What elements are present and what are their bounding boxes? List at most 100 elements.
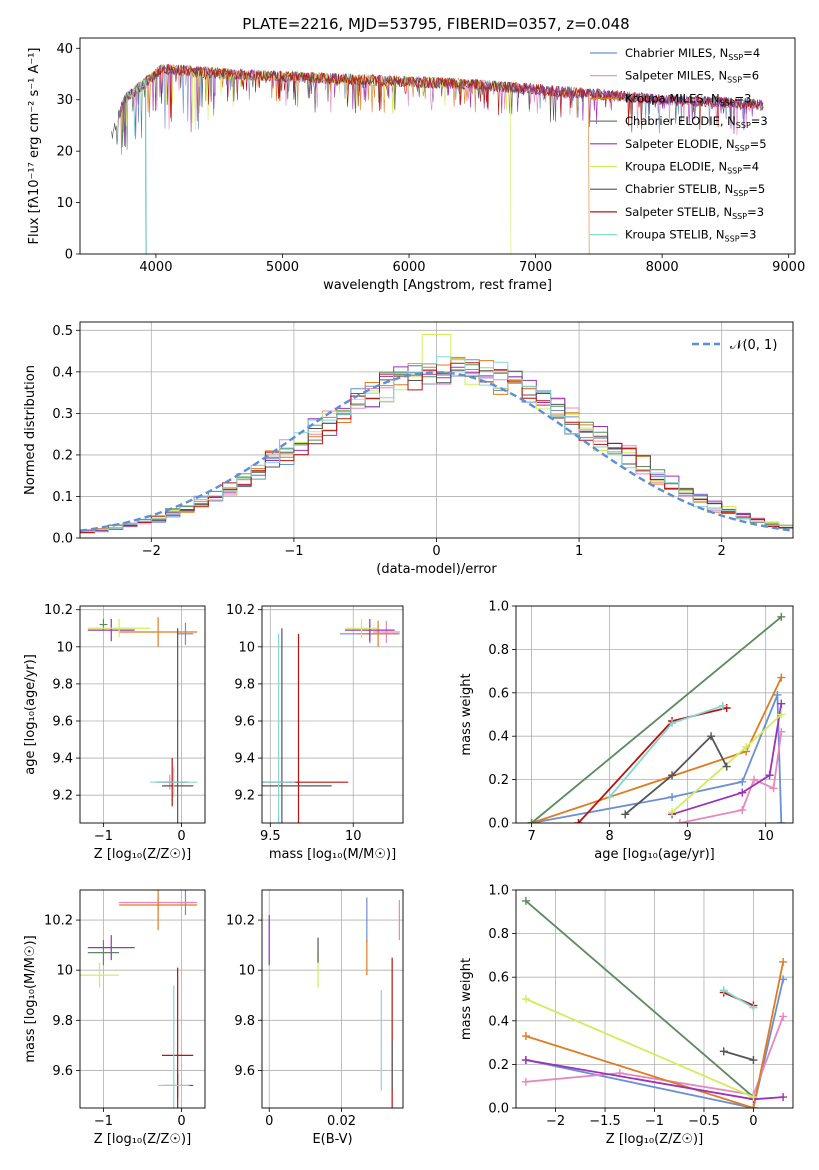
x-tick-label: −2 bbox=[546, 1114, 565, 1129]
y-tick-label: 0.0 bbox=[52, 532, 73, 547]
weight-line-s3 bbox=[531, 677, 783, 823]
weight-line-s6 bbox=[525, 998, 754, 1098]
x-tick-label: −1 bbox=[284, 544, 303, 559]
x-tick-label: 0 bbox=[265, 1114, 273, 1129]
legend-nssp-prefix: , N bbox=[712, 46, 728, 60]
weight-marker-s6 bbox=[668, 808, 677, 817]
y-tick-label: 10 bbox=[238, 964, 255, 979]
legend-label-s2: Salpeter MILES, NSSP=6 bbox=[625, 69, 759, 85]
legend-label-s5: Salpeter ELODIE, NSSP=5 bbox=[625, 137, 767, 153]
panel-age_vs_mass: 9.5 10 9.2 9.4 9.6 9.8 10 10.2 mass [log₁₀(M/M☉)… bbox=[226, 603, 404, 862]
legend-nssp-sub: SSP bbox=[735, 144, 750, 153]
y-tick-label: 10.2 bbox=[44, 603, 73, 618]
weight-marker-s4 bbox=[527, 819, 536, 823]
x-tick-label: 7000 bbox=[519, 260, 552, 275]
weight-line-s2 bbox=[525, 1016, 784, 1096]
weight-marker-s7 bbox=[668, 771, 677, 780]
weight-marker-s5 bbox=[521, 1056, 530, 1065]
spectrum-line-s8 bbox=[124, 63, 764, 130]
y-tick-label: 0 bbox=[65, 248, 73, 263]
plot-area-residuals bbox=[80, 334, 793, 534]
histogram-s9 bbox=[80, 356, 793, 533]
weight-marker-s5 bbox=[777, 699, 786, 708]
chart-layer: 4000 5000 6000 7000 8000 9000010203040wavelen… bbox=[23, 37, 805, 1147]
weight-marker-s9 bbox=[718, 701, 727, 710]
weight-marker-s2 bbox=[749, 775, 758, 784]
plot-area-weight_vs_Z bbox=[521, 896, 788, 1108]
legend-name: Salpeter STELIB bbox=[625, 205, 716, 219]
y-tick-label: 0.8 bbox=[488, 643, 509, 658]
errorbar-point-s5 bbox=[344, 618, 395, 642]
x-tick-label: 9000 bbox=[772, 260, 805, 275]
y-tick-label: 0.0 bbox=[488, 1102, 509, 1117]
weight-marker-s6 bbox=[777, 710, 786, 719]
legend-label-s9: Kroupa STELIB, NSSP=3 bbox=[625, 228, 756, 244]
legend-label-s7: Chabrier STELIB, NSSP=5 bbox=[625, 182, 765, 198]
legend-nssp-prefix: , N bbox=[716, 205, 732, 219]
legend-nssp-prefix: , N bbox=[719, 137, 735, 151]
errorbar-point-s7 bbox=[162, 628, 194, 823]
weight-marker-s5 bbox=[738, 788, 747, 797]
figure-title: PLATE=2216, MJD=53795, FIBERID=0357, z=0… bbox=[242, 15, 629, 33]
normal-legend-label: 𝒩(0, 1) bbox=[730, 338, 777, 353]
errorbar-point-s6 bbox=[87, 618, 151, 638]
weight-line-s9 bbox=[723, 989, 754, 1009]
legend-name: Salpeter MILES bbox=[625, 69, 711, 83]
y-tick-label: 0.4 bbox=[488, 1014, 509, 1029]
y-tick-label: 9.8 bbox=[52, 1014, 73, 1029]
x-tick-label: 9 bbox=[684, 829, 692, 844]
y-tick-label: 10 bbox=[238, 640, 255, 655]
y-tick-label: 10 bbox=[56, 196, 73, 211]
weight-line-s1 bbox=[525, 979, 784, 1108]
y-tick-label: 40 bbox=[56, 42, 73, 57]
legend-nssp: =6 bbox=[742, 69, 759, 83]
axes-frame bbox=[79, 889, 206, 1109]
y-tick-label: 10.2 bbox=[226, 914, 255, 929]
histogram-s8 bbox=[80, 362, 793, 534]
y-tick-label: 9.4 bbox=[52, 752, 73, 767]
plot-area-mass_vs_Z bbox=[80, 890, 198, 1108]
errorbar-point-s3 bbox=[119, 890, 198, 931]
x-tick-label: 4000 bbox=[139, 260, 172, 275]
x-tick-label: −1 bbox=[94, 829, 113, 844]
weight-marker-s3 bbox=[521, 1032, 530, 1041]
y-tick-label: 30 bbox=[56, 93, 73, 108]
legend-label-s1: Chabrier MILES, NSSP=4 bbox=[625, 46, 760, 62]
y-tick-label: 0.4 bbox=[488, 730, 509, 745]
axes-frame bbox=[515, 605, 794, 824]
plot-area-spectrum bbox=[111, 63, 764, 254]
legend-nssp-prefix: , N bbox=[711, 160, 727, 174]
plot-area-age_vs_mass bbox=[262, 618, 400, 823]
y-tick-label: 0.8 bbox=[488, 927, 509, 942]
legend-nssp: =5 bbox=[748, 182, 765, 196]
y-axis-label: mass weight bbox=[459, 958, 474, 1040]
weight-marker-s1 bbox=[773, 690, 782, 699]
x-axis-label: E(B-V) bbox=[312, 1132, 352, 1147]
weight-marker-s7 bbox=[719, 1047, 728, 1056]
panel-spectrum: 4000 5000 6000 7000 8000 9000 0 10 20 30 40 wavelen… bbox=[27, 37, 805, 293]
x-tick-label: 6000 bbox=[392, 260, 425, 275]
weight-line-s7 bbox=[723, 1050, 754, 1061]
y-tick-label: 0.3 bbox=[52, 407, 73, 422]
weight-marker-s9 bbox=[605, 792, 614, 801]
weight-marker-s7 bbox=[749, 1056, 758, 1065]
legend-nssp: =3 bbox=[751, 114, 768, 128]
weight-marker-s2 bbox=[521, 1077, 530, 1086]
x-tick-label: 10 bbox=[757, 829, 774, 844]
errorbar-point-s8 bbox=[162, 967, 194, 1108]
errorbar-point-s5 bbox=[87, 618, 135, 642]
x-axis-label: Z [log₁₀(Z/Z☉)] bbox=[94, 1132, 191, 1147]
plot-area-weight_vs_age bbox=[527, 612, 786, 823]
legend-nssp-sub: SSP bbox=[725, 235, 740, 244]
y-tick-label: 0.0 bbox=[488, 817, 509, 832]
x-tick-label: −1.5 bbox=[589, 1114, 621, 1129]
legend-nssp: =3 bbox=[735, 91, 752, 105]
legend-name: Chabrier STELIB bbox=[625, 182, 717, 196]
legend-nssp-prefix: , N bbox=[720, 114, 736, 128]
x-tick-label: 7 bbox=[527, 829, 535, 844]
errorbar-point-s7 bbox=[262, 628, 332, 823]
x-tick-label: 0 bbox=[177, 1114, 185, 1129]
y-tick-label: 9.6 bbox=[52, 1064, 73, 1079]
y-tick-label: 10.2 bbox=[44, 914, 73, 929]
